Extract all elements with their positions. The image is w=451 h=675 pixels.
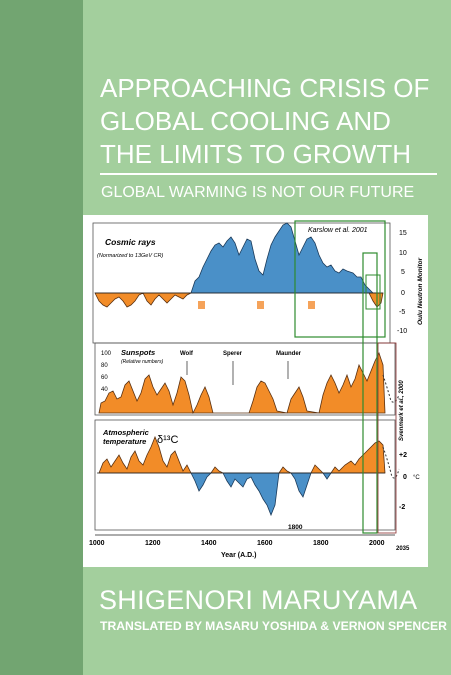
- temperature-title-line1: Atmospheric: [102, 428, 150, 437]
- x-tick-1200: 1200: [145, 540, 161, 547]
- temperature-negative-area: [190, 472, 332, 517]
- cosmic-rays-panel: Cosmic rays (Normarized to 13GeV CR) 15 …: [92, 220, 424, 344]
- x-tick-1600: 1600: [257, 540, 273, 547]
- translators-line: TRANSLATED BY MASARU YOSHIDA & VERNON SP…: [100, 619, 447, 633]
- cover-spine: [0, 0, 83, 675]
- title-line-3: THE LIMITS TO GROWTH: [100, 139, 412, 169]
- temperature-symbol: δ¹³C: [157, 434, 178, 446]
- sunspots-panel-frame: [94, 342, 396, 416]
- x-axis-label: Year (A.D.): [221, 552, 256, 559]
- book-subtitle: GLOBAL WARMING IS NOT OUR FUTURE: [101, 184, 415, 201]
- temperature-tick-minus2: -2: [399, 504, 405, 511]
- minimum-marker-maunder: [308, 301, 315, 309]
- projection-highlight: [377, 342, 397, 534]
- temperature-panel: Atmospheric temperature δ¹³C +2 0 °C -2 …: [94, 419, 420, 531]
- temperature-unit: °C: [413, 475, 420, 481]
- temperature-tick-0: 0: [403, 474, 407, 481]
- cosmic-axis-label: Oulu Neutron Monitor: [417, 257, 424, 325]
- temperature-annotation-1800: 1800: [288, 524, 303, 531]
- sunspots-tick-60: 60: [101, 375, 108, 381]
- sunspots-minimum-maunder: Maunder: [276, 351, 302, 357]
- climate-figure-svg: Cosmic rays (Normarized to 13GeV CR) 15 …: [89, 220, 424, 559]
- sunspots-tick-80: 80: [101, 363, 108, 369]
- x-tick-1000: 1000: [89, 540, 105, 547]
- x-axis: 1000 1200 1400 1600 1800 2000 2035 Year …: [89, 534, 410, 559]
- cosmic-tick-5: 5: [401, 269, 405, 276]
- book-title: APPROACHING CRISIS OF GLOBAL COOLING AND…: [100, 72, 445, 171]
- svensmark-annotation: Svenmark et al., 2000: [399, 380, 405, 441]
- cosmic-negative-area: [94, 292, 192, 308]
- modern-era-highlight: [362, 252, 378, 534]
- sunspots-tick-100: 100: [101, 351, 112, 357]
- karslow-highlight-box: [294, 220, 386, 338]
- cosmic-tick-0: 0: [401, 290, 405, 297]
- sunspots-sublabel: (Relative numbers): [121, 359, 164, 365]
- recent-highlight-box: [365, 274, 381, 310]
- title-line-2: GLOBAL COOLING AND: [100, 106, 391, 136]
- cosmic-recent-dip: [368, 292, 384, 308]
- x-tick-2035: 2035: [396, 546, 410, 552]
- x-tick-1800: 1800: [313, 540, 329, 547]
- sunspots-area: [98, 351, 386, 415]
- title-line-1: APPROACHING CRISIS OF: [100, 73, 430, 103]
- sunspots-minimum-wolf: Wolf: [180, 351, 194, 357]
- sunspots-panel: 100 80 60 40 Sunspots (Relative numbers)…: [94, 342, 405, 441]
- sunspots-projection: [382, 374, 400, 403]
- author-name: SHIGENORI MARUYAMA: [99, 585, 418, 615]
- temperature-projection: [382, 446, 400, 479]
- sunspots-tick-40: 40: [101, 387, 108, 393]
- cosmic-tick-10: 10: [399, 250, 407, 257]
- cover-figure: Cosmic rays (Normarized to 13GeV CR) 15 …: [83, 215, 428, 567]
- x-tick-2000: 2000: [369, 540, 385, 547]
- cosmic-tick-minus10: -10: [397, 328, 407, 335]
- temperature-title-line2: temperature: [103, 437, 146, 446]
- minimum-marker-wolf: [198, 301, 205, 309]
- sunspots-title: Sunspots: [121, 348, 155, 357]
- temperature-panel-frame: [94, 419, 396, 531]
- temperature-tick-plus2: +2: [399, 452, 407, 459]
- cosmic-positive-area: [190, 222, 377, 294]
- sunspots-minimum-sperer: Sperer: [223, 351, 243, 357]
- karslow-annotation: Karslow et al. 2001: [308, 227, 368, 234]
- cosmic-sublabel: (Normarized to 13GeV CR): [97, 253, 163, 259]
- cosmic-tick-minus5: -5: [399, 309, 405, 316]
- temperature-positive-area: [98, 435, 386, 474]
- x-tick-1400: 1400: [201, 540, 217, 547]
- title-divider: [100, 173, 437, 175]
- cosmic-tick-15: 15: [399, 230, 407, 237]
- cosmic-title: Cosmic rays: [105, 237, 156, 247]
- minimum-marker-sperer: [257, 301, 264, 309]
